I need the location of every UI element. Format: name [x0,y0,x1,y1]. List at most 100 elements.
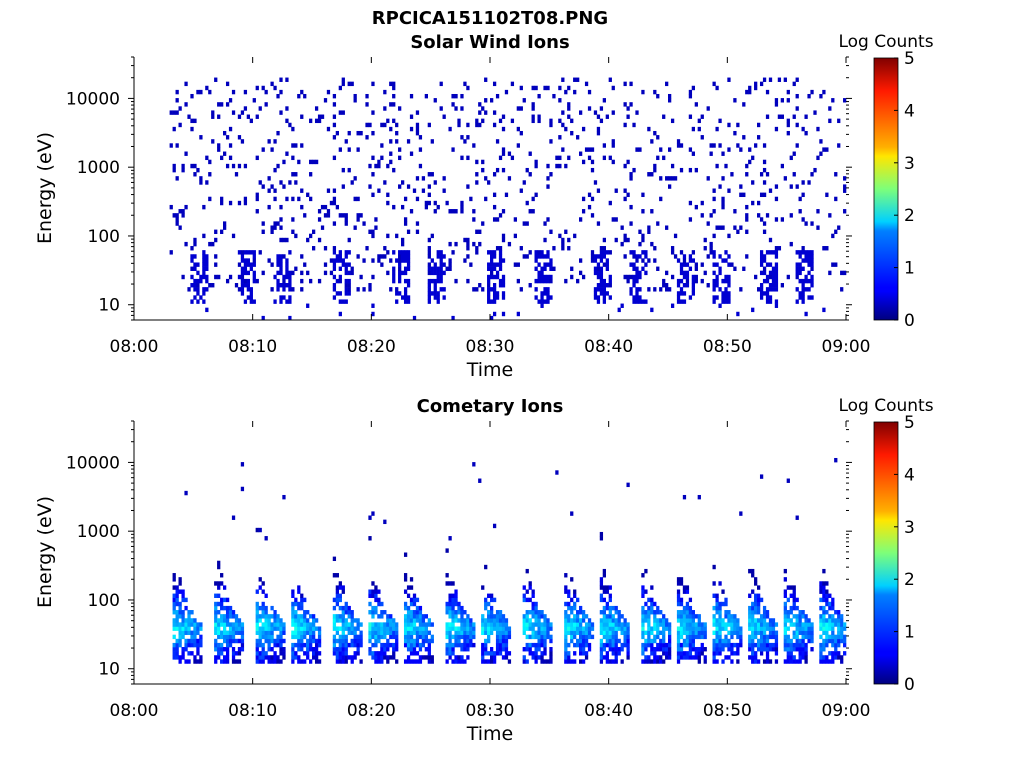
heatmap-cell [279,89,283,95]
heatmap-cell [623,237,627,243]
heatmap-cell [228,638,233,644]
heatmap-cell [679,597,684,603]
heatmap-cell [436,274,440,280]
heatmap-cell [748,626,752,631]
heatmap-cell [822,585,826,590]
heatmap-cell [641,642,645,648]
heatmap-cell [596,274,601,280]
heatmap-cell [312,622,316,627]
heatmap-cell [721,638,725,644]
heatmap-cell [754,81,758,87]
heatmap-cell [754,618,758,623]
heatmap-cell [685,270,690,276]
heatmap-cell [338,147,342,152]
heatmap-cell [412,315,417,321]
heatmap-cell [309,278,313,284]
heatmap-cell [377,634,381,640]
heatmap-cell [172,618,176,623]
heatmap-cell [697,614,701,619]
heatmap-cell [759,172,764,177]
heatmap-cell [374,605,378,611]
heatmap-cell [614,622,618,627]
heatmap-cell [258,618,262,623]
heatmap-cell [211,283,215,288]
heatmap-cell [644,254,648,259]
heatmap-cell [228,610,233,615]
heatmap-cell [644,618,648,623]
heatmap-cell [798,614,802,619]
heatmap-cell [644,568,648,574]
heatmap-cell [487,299,491,304]
heatmap-cell [807,278,811,284]
heatmap-cell [570,605,574,611]
heatmap-cell [748,159,752,165]
heatmap-cell [291,659,295,664]
heatmap-cell [389,630,393,635]
heatmap-cell [412,618,417,623]
heatmap-cell [300,605,304,611]
heatmap-cell [231,659,236,664]
heatmap-cell [169,143,173,148]
heatmap-cell [187,622,191,627]
heatmap-cell [567,614,571,619]
heatmap-cell [599,651,604,656]
heatmap-cell [403,217,408,222]
heatmap-cell [228,642,233,648]
heatmap-cell [297,585,301,590]
heatmap-cell [427,287,431,292]
heatmap-cell [181,630,185,635]
heatmap-cell [546,295,550,300]
heatmap-cell [567,622,571,627]
heatmap-cell [303,614,307,619]
heatmap-cell [401,295,405,300]
heatmap-cell [466,85,470,91]
heatmap-cell [220,102,224,107]
heatmap-cell [807,250,811,255]
heatmap-cell [258,651,262,656]
heatmap-cell [341,622,345,627]
heatmap-cell [543,287,547,292]
heatmap-cell [828,622,832,627]
heatmap-cell [700,651,704,656]
heatmap-cell [323,213,328,218]
heatmap-cell [427,642,431,648]
heatmap-cell [332,196,337,202]
heatmap-cell [291,143,295,148]
heatmap-cell [312,614,316,619]
heatmap-cell [401,180,405,185]
heatmap-cell [528,651,532,656]
heatmap-cell [626,638,630,644]
heatmap-cell [276,642,280,648]
heatmap-cell [181,647,185,652]
colorbar-tick-label: 1 [904,259,915,279]
heatmap-cell [412,642,417,648]
heatmap-cell [801,283,805,288]
heatmap-cell [220,659,224,664]
heatmap-cell [774,274,779,280]
heatmap-cell [570,118,574,124]
heatmap-cell [291,126,295,132]
heatmap-cell [240,630,245,635]
heatmap-cell [700,630,704,635]
heatmap-cell [617,647,621,652]
heatmap-cell [469,196,473,202]
colorbar-tick-label: 4 [904,465,915,485]
heatmap-cell [676,593,681,598]
heatmap-cell [543,274,547,280]
heatmap-cell [647,126,651,132]
heatmap-cell [762,618,767,623]
heatmap-cell [175,110,179,115]
heatmap-cell [184,626,188,631]
heatmap-cell [406,283,411,288]
heatmap-cell [573,605,577,611]
heatmap-cell [724,163,728,169]
heatmap-cell [199,622,203,627]
heatmap-cell [685,622,690,627]
heatmap-cell [442,270,446,276]
heatmap-cell [685,618,690,623]
heatmap-cell [368,630,372,635]
heatmap-cell [593,180,598,185]
heatmap-cell [786,118,790,124]
heatmap-cell [457,626,461,631]
heatmap-cell [285,262,289,267]
